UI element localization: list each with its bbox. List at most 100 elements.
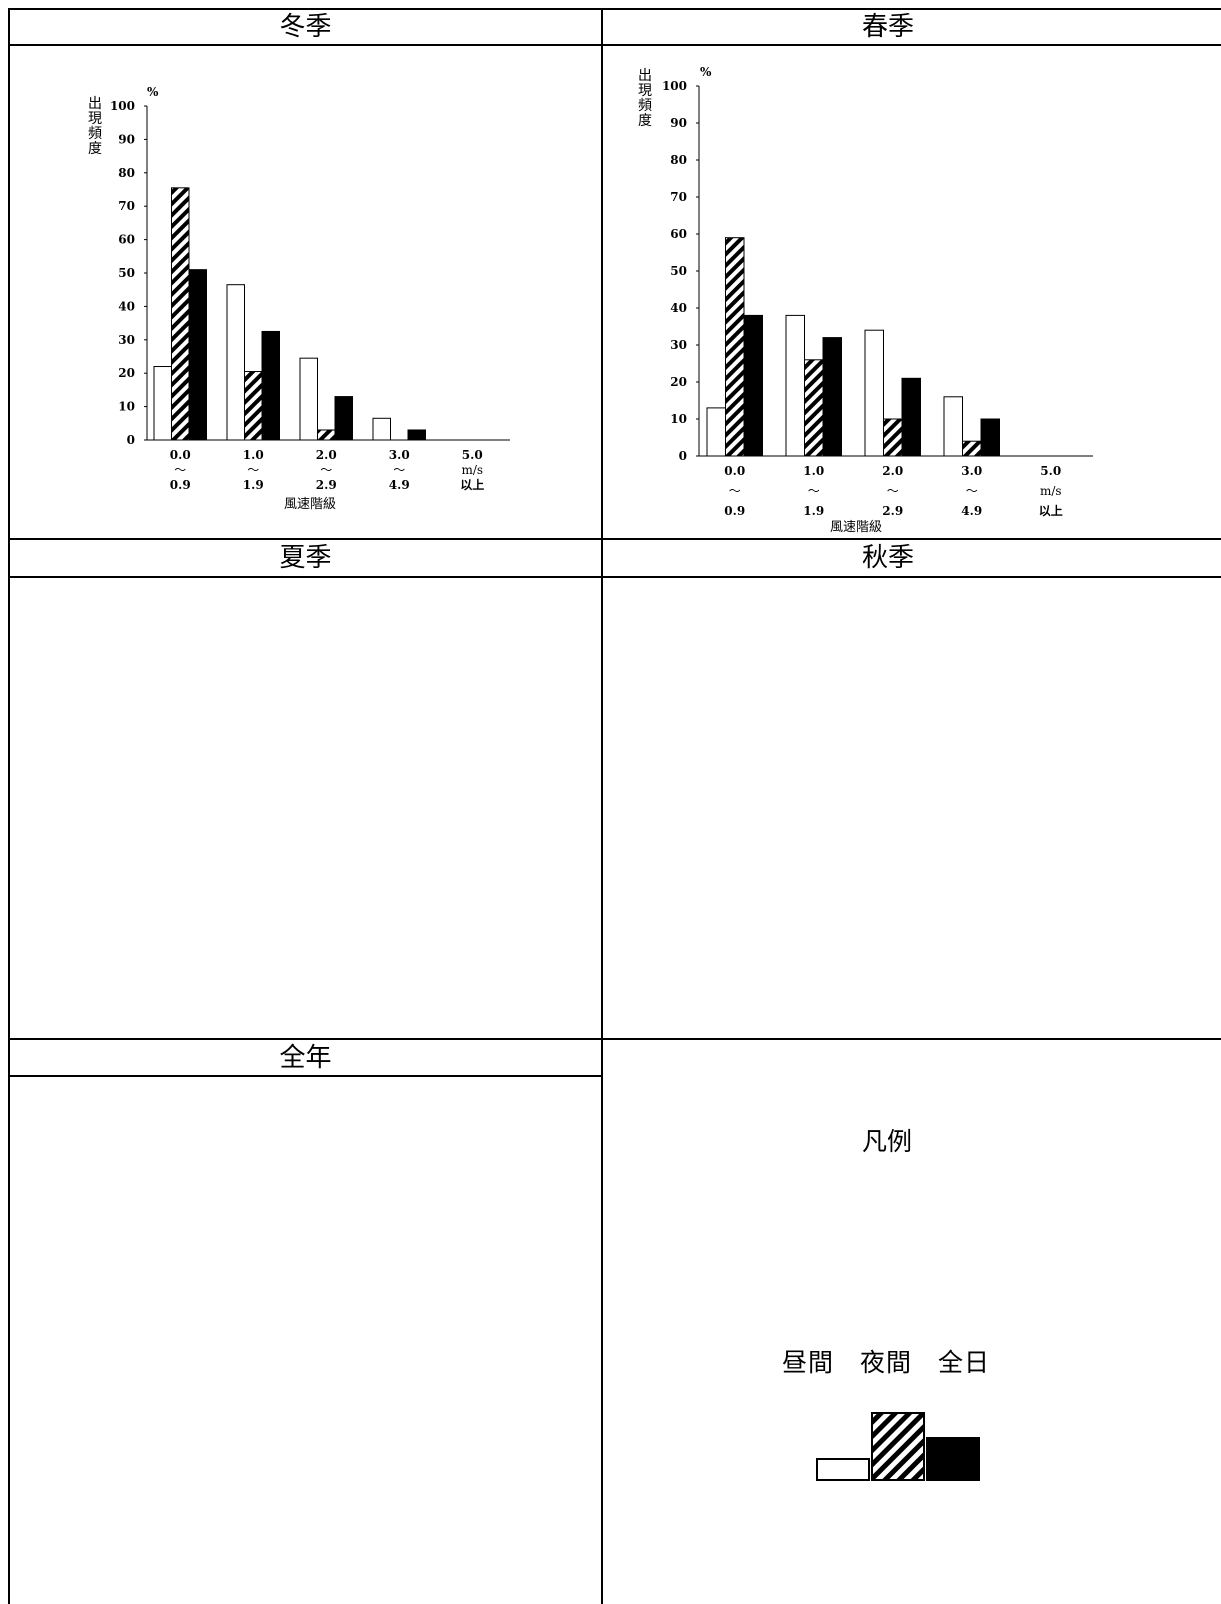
x-tick-label: ～ bbox=[808, 484, 820, 498]
x-tick-label: ～ bbox=[174, 463, 186, 477]
grid-row3-top bbox=[8, 1038, 1221, 1040]
y-tick-label: 20 bbox=[670, 375, 687, 389]
x-tick-label: 0.9 bbox=[724, 504, 745, 518]
legend-swatch-allday bbox=[926, 1437, 980, 1481]
x-tick-label: 3.0 bbox=[389, 448, 410, 462]
x-tick-label: 4.9 bbox=[961, 504, 982, 518]
y-tick-label: 50 bbox=[118, 266, 135, 280]
bar-white bbox=[226, 284, 245, 441]
x-tick-label: 2.0 bbox=[882, 464, 903, 478]
grid-row1-title-underline bbox=[8, 44, 1221, 46]
x-tick-label: 3.0 bbox=[961, 464, 982, 478]
y-tick-label: 70 bbox=[670, 190, 687, 204]
bar-hatch bbox=[317, 429, 336, 441]
x-tick-label: 以上 bbox=[460, 477, 484, 492]
bar-black bbox=[980, 418, 1000, 457]
bar-white bbox=[785, 314, 805, 457]
bar-white bbox=[864, 329, 884, 457]
x-tick-label: 2.0 bbox=[316, 448, 337, 462]
x-tick-label: ～ bbox=[729, 484, 741, 498]
bar-black bbox=[261, 330, 280, 441]
y-axis-label-char: 度 bbox=[88, 141, 102, 157]
y-axis-label-char: 出 bbox=[638, 68, 652, 84]
y-tick-label: 30 bbox=[670, 338, 687, 352]
panel-title-winter: 冬季 bbox=[279, 12, 332, 42]
panel-title-spring: 春季 bbox=[861, 12, 914, 42]
y-tick-label: 100 bbox=[110, 99, 135, 113]
x-axis-label: 風速階級 bbox=[830, 520, 882, 535]
x-tick-label: 0.9 bbox=[170, 478, 191, 492]
panel-title-summer: 夏季 bbox=[279, 543, 332, 573]
grid-row2-top bbox=[8, 538, 1221, 540]
y-tick-label: 70 bbox=[118, 199, 135, 213]
x-tick-label: m/s bbox=[461, 463, 483, 477]
y-tick-label: 60 bbox=[118, 233, 135, 247]
x-tick-label: 4.9 bbox=[389, 478, 410, 492]
panel-title-annual: 全年 bbox=[279, 1043, 332, 1073]
x-tick-label: ～ bbox=[320, 463, 332, 477]
y-tick-label: 50 bbox=[670, 264, 687, 278]
bar-white bbox=[299, 357, 318, 441]
bar-black bbox=[822, 337, 842, 457]
legend-title: 凡例 bbox=[861, 1127, 912, 1156]
x-tick-label: m/s bbox=[1040, 484, 1062, 498]
x-tick-label: ～ bbox=[247, 463, 259, 477]
x-tick-label: 1.0 bbox=[803, 464, 824, 478]
chart-winter: 0102030405060708090100%出現頻度0.0～0.91.0～1.… bbox=[88, 85, 510, 512]
y-tick-label: 100 bbox=[662, 79, 687, 93]
y-tick-label: 90 bbox=[118, 132, 135, 146]
grid-row2-title-underline bbox=[8, 576, 1221, 578]
y-tick-label: 80 bbox=[118, 166, 135, 180]
x-tick-label: 5.0 bbox=[1040, 464, 1061, 478]
x-tick-label: ～ bbox=[966, 484, 978, 498]
bar-hatch bbox=[725, 237, 745, 457]
bar-black bbox=[901, 377, 921, 457]
grid-center-divider bbox=[601, 8, 603, 1604]
y-tick-label: 20 bbox=[118, 366, 135, 380]
y-tick-label: 10 bbox=[118, 400, 135, 414]
panel-title-autumn: 秋季 bbox=[861, 543, 914, 573]
y-tick-label: 0 bbox=[127, 433, 135, 447]
legend-swatches bbox=[816, 1412, 980, 1481]
legend-swatch-nighttime bbox=[871, 1412, 925, 1481]
x-tick-label: 1.9 bbox=[803, 504, 824, 518]
x-tick-label: 2.9 bbox=[882, 504, 903, 518]
x-tick-label: 5.0 bbox=[462, 448, 483, 462]
grid-left-border bbox=[8, 8, 10, 1604]
x-tick-label: ～ bbox=[887, 484, 899, 498]
y-tick-label: 90 bbox=[670, 116, 687, 130]
bar-white bbox=[706, 407, 726, 457]
x-tick-label: 0.0 bbox=[724, 464, 745, 478]
grid-top-border bbox=[8, 8, 1221, 10]
y-tick-label: 60 bbox=[670, 227, 687, 241]
bar-white bbox=[153, 366, 172, 441]
y-axis-label-char: 頻 bbox=[638, 98, 652, 114]
bar-hatch bbox=[804, 359, 824, 457]
legend-labels: 昼間 夜間 全日 bbox=[781, 1348, 990, 1377]
y-axis-label-char: 現 bbox=[638, 83, 652, 99]
y-axis-label-char: 頻 bbox=[88, 126, 102, 142]
y-axis-label-char: 度 bbox=[638, 113, 652, 129]
bar-black bbox=[407, 429, 426, 441]
y-tick-label: 0 bbox=[679, 449, 687, 463]
y-unit-label: % bbox=[700, 65, 712, 79]
x-tick-label: 0.0 bbox=[170, 448, 191, 462]
bar-hatch bbox=[171, 187, 190, 441]
bar-hatch bbox=[962, 440, 982, 457]
bar-black bbox=[743, 314, 763, 457]
x-axis-label: 風速階級 bbox=[284, 497, 336, 512]
bar-white bbox=[943, 396, 963, 457]
grid-row3-title-underline bbox=[8, 1075, 602, 1077]
y-tick-label: 10 bbox=[670, 412, 687, 426]
bar-black bbox=[334, 396, 353, 441]
bar-black bbox=[188, 269, 207, 441]
y-tick-label: 80 bbox=[670, 153, 687, 167]
y-axis-label-char: 現 bbox=[88, 111, 102, 127]
y-tick-label: 30 bbox=[118, 333, 135, 347]
bar-hatch bbox=[883, 418, 903, 457]
legend-swatch-daytime bbox=[816, 1458, 870, 1481]
x-tick-label: 2.9 bbox=[316, 478, 337, 492]
y-axis-label-char: 出 bbox=[88, 96, 102, 112]
